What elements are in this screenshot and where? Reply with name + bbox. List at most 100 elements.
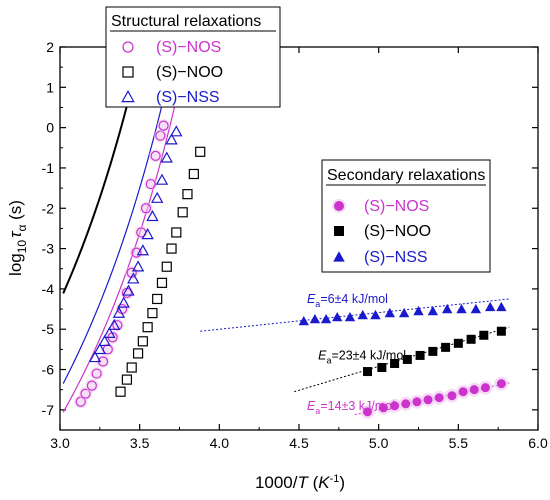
legend-structural-nss-label: (S)−NSS [156,89,220,106]
point-secondary-nss [332,311,343,322]
point-structural-noo [156,277,168,288]
point-structural-nos [145,178,156,190]
x-axis-title-unit-open: ( [308,473,319,492]
point-structural-noo [177,207,188,218]
point-secondary-noo [453,338,463,348]
point-structural-nss [160,151,173,163]
y-axis-title-main: log [6,253,25,276]
point-structural-nss [150,191,164,203]
legend-secondary-noo-label: (S)−NOO [364,223,431,240]
y-axis-title-tau: τ [6,230,25,238]
annotation-ea-value: =23±4 kJ/mol [331,348,406,362]
secondary-legend-box [321,159,491,273]
annotation-ea-noo: Ea=23±4 kJ/mol [318,348,406,365]
annotation-ea-value: =14±3 kJ/mol [320,399,395,413]
point-secondary-noo [428,346,438,356]
point-structural-noo [166,243,177,254]
x-tick-label: 5.0 [369,435,389,451]
structural-legend-title: Structural relaxations [111,13,261,30]
point-secondary-noo [390,358,400,368]
legend-marker-structural-noo [122,66,134,78]
point-secondary-nos [363,407,373,417]
axis-ticks: 3.0 3.5 4.0 4.5 5.0 5.5 6.0 -7 -6 -5 -4 -3 -2 -1 0 1 2 [42,39,548,451]
point-secondary-noo [415,350,425,360]
secondary-legend-title: Secondary relaxations [327,167,485,184]
x-tick-label: 6.0 [528,435,548,451]
x-tick-label: 3.0 [50,435,70,451]
point-structural-noo [188,168,199,180]
structural-legend-box [105,6,281,108]
point-structural-nss [93,342,107,355]
point-secondary-nss [357,309,368,320]
point-secondary-noo [479,330,489,340]
secondary-legend-markers [332,199,346,262]
point-structural-nss [131,260,145,272]
point-secondary-nss [456,303,467,314]
point-secondary-nss [427,305,439,316]
y-tick-label: -6 [42,362,55,378]
legend-marker-secondary-nss [333,251,345,262]
point-secondary-nss [298,315,309,326]
point-secondary-nss [470,303,482,314]
x-axis-title-unit-var: K [318,473,330,492]
point-structural-nos [86,380,97,391]
fit-curves [62,47,510,416]
point-secondary-noo [496,326,506,336]
point-structural-noo [161,261,172,272]
secondary-legend: Secondary relaxations (S)−NOS (S)−NOO (S… [321,159,491,273]
point-structural-noo [182,189,193,200]
point-secondary-nss [384,307,395,318]
point-secondary-noo [466,334,476,344]
legend-marker-structural-nss [121,90,135,103]
point-secondary-nos [390,401,400,411]
point-structural-nss [112,306,126,318]
annotation-ea-subscript: a [315,406,320,416]
point-secondary-nss [496,301,507,312]
point-secondary-nss [344,311,356,322]
x-tick-label: 4.0 [210,435,230,451]
y-tick-label: 1 [46,79,54,95]
point-secondary-noo [377,363,387,373]
point-structural-nss [141,228,154,240]
point-structural-noo [137,336,148,347]
point-structural-noo [121,374,133,385]
point-structural-noo [152,293,163,305]
point-structural-noo [115,386,126,397]
x-tick-label: 4.5 [289,435,309,451]
point-structural-nss [107,318,121,330]
point-structural-nss [127,272,140,284]
point-secondary-nos [447,391,457,401]
legend-secondary-nos-label: (S)−NOS [364,198,429,215]
x-axis-title-unit-sup: -1 [330,473,340,485]
annotation-ea-symbol: E [318,348,327,362]
point-structural-nos [91,368,102,379]
point-structural-nss [122,284,135,296]
point-secondary-noo [363,367,373,377]
point-structural-noo [126,362,137,373]
point-secondary-nos [496,379,506,389]
point-structural-nos [131,247,142,258]
point-secondary-nos [480,383,490,393]
structural-legend: Structural relaxations (S)−NOS (S)−NOO (… [105,6,281,108]
legend-marker-secondary-noo [334,226,344,236]
point-structural-nss [117,296,130,308]
point-structural-noo [171,227,182,238]
point-secondary-nss [370,309,381,320]
annotation-ea-symbol: E [307,292,316,306]
point-structural-nss [155,173,169,185]
x-axis-title-var: T [297,473,309,492]
y-tick-label: -2 [42,200,55,216]
point-structural-nss [146,209,159,222]
x-axis-title: 1000/T (K-1) [255,473,345,492]
point-structural-nss [165,133,178,145]
legend-marker-secondary-nos [334,201,344,211]
point-structural-nss [88,351,102,363]
fit-curve-structural-nss [62,47,176,384]
y-tick-label: 2 [46,39,54,55]
point-secondary-nos [423,395,433,405]
point-secondary-nss [442,303,453,314]
point-secondary-nos [378,403,388,413]
annotation-ea-symbol: E [307,399,316,413]
x-axis-title-main: 1000/ [255,473,298,492]
